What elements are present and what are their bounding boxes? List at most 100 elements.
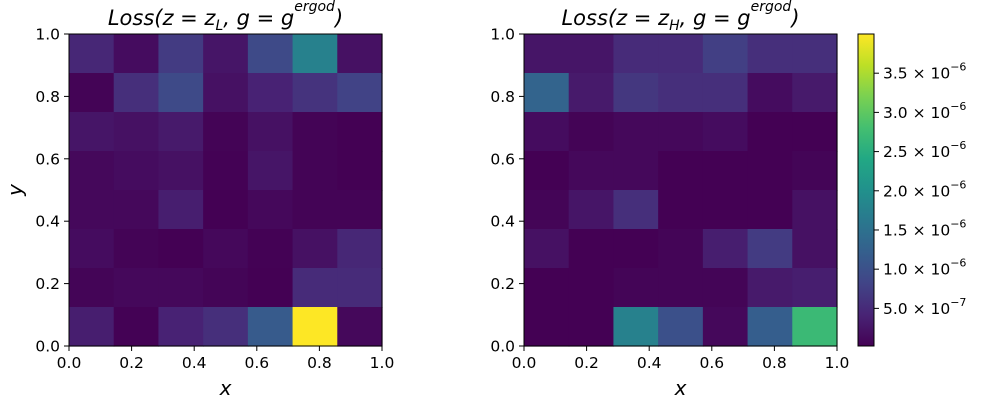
- right-xtick-label: 0.8: [762, 354, 787, 372]
- right-cell-r6-c0: [524, 268, 570, 308]
- right-cell-r2-c1: [568, 112, 615, 152]
- left-cell-r0-c5: [292, 34, 338, 74]
- right-cell-r0-c3: [658, 34, 704, 74]
- left-cell-r7-c2: [158, 307, 204, 347]
- right-cell-r0-c6: [792, 34, 838, 74]
- right-cell-r0-c2: [613, 34, 659, 74]
- right-cell-r6-c1: [568, 268, 615, 308]
- left-cell-r4-c6: [337, 190, 383, 230]
- right-cell-r3-c6: [792, 151, 838, 191]
- right-xtick-label: 0.2: [574, 354, 599, 372]
- right-cell-r3-c4: [702, 151, 749, 191]
- left-cell-r1-c6: [337, 73, 383, 113]
- left-cell-r7-c0: [69, 307, 115, 347]
- right-cell-r4-c2: [613, 190, 659, 230]
- left-cell-r3-c0: [69, 151, 115, 191]
- left-chart-title: Loss(z = zL, g = gergod): [108, 0, 343, 34]
- left-ytick-label: 0.6: [35, 150, 60, 168]
- left-cell-r2-c0: [69, 112, 115, 152]
- left-cell-r3-c1: [113, 151, 160, 191]
- left-ytick-label: 0.4: [35, 213, 60, 231]
- left-cell-r5-c4: [247, 229, 294, 269]
- left-cell-r1-c1: [113, 73, 160, 113]
- left-cell-r1-c3: [203, 73, 249, 113]
- left-cell-r2-c6: [337, 112, 383, 152]
- right-cell-r3-c0: [524, 151, 570, 191]
- right-cell-r4-c0: [524, 190, 570, 230]
- left-cell-r6-c2: [158, 268, 204, 308]
- right-cell-r5-c6: [792, 229, 838, 269]
- left-xtick-label: 0.0: [57, 354, 82, 372]
- right-cell-r6-c6: [792, 268, 838, 308]
- right-axes-frame: [523, 33, 838, 347]
- right-ytick-label: 0.2: [490, 275, 515, 293]
- left-cell-r5-c0: [69, 229, 115, 269]
- right-cell-r2-c2: [613, 112, 659, 152]
- right-cell-r6-c2: [613, 268, 659, 308]
- right-cell-r5-c2: [613, 229, 659, 269]
- right-cell-r2-c0: [524, 112, 570, 152]
- right-xtick-label: 0.6: [699, 354, 724, 372]
- right-ytick-label: 0.6: [490, 150, 515, 168]
- right-cell-r2-c4: [702, 112, 749, 152]
- right-cell-r0-c5: [747, 34, 793, 74]
- right-cell-r4-c6: [792, 190, 838, 230]
- right-cell-r5-c1: [568, 229, 615, 269]
- left-cell-r1-c4: [247, 73, 294, 113]
- left-cell-r1-c0: [69, 73, 115, 113]
- right-cell-r3-c5: [747, 151, 793, 191]
- left-cell-r2-c1: [113, 112, 160, 152]
- left-ytick-label: 1.0: [35, 26, 60, 44]
- right-cell-r5-c5: [747, 229, 793, 269]
- left-cell-r4-c5: [292, 190, 338, 230]
- right-cell-r5-c3: [658, 229, 704, 269]
- right-cell-r6-c3: [658, 268, 704, 308]
- left-cell-r6-c4: [247, 268, 294, 308]
- left-cell-r0-c6: [337, 34, 383, 74]
- left-ytick-label: 0.8: [35, 88, 60, 106]
- right-cell-r7-c4: [702, 307, 749, 347]
- right-cell-r0-c0: [524, 34, 570, 74]
- left-xtick-label: 0.6: [244, 354, 269, 372]
- right-cell-r3-c3: [658, 151, 704, 191]
- left-cell-r4-c2: [158, 190, 204, 230]
- right-cell-r7-c5: [747, 307, 793, 347]
- left-cell-r4-c4: [247, 190, 294, 230]
- colorbar-tick-label: 2.5 × 10−6: [883, 139, 966, 161]
- right-cell-r5-c4: [702, 229, 749, 269]
- colorbar-tick-label: 3.5 × 10−6: [883, 61, 966, 83]
- left-xtick-label: 0.2: [119, 354, 144, 372]
- left-cell-r6-c1: [113, 268, 160, 308]
- left-cell-r5-c3: [203, 229, 249, 269]
- left-cell-r6-c0: [69, 268, 115, 308]
- right-cell-r1-c1: [568, 73, 615, 113]
- left-cell-r7-c3: [203, 307, 249, 347]
- right-xtick-label: 0.4: [637, 354, 662, 372]
- left-cell-r3-c4: [247, 151, 294, 191]
- colorbar-tick-label: 3.0 × 10−6: [883, 100, 966, 122]
- right-xtick-label: 0.0: [512, 354, 537, 372]
- left-cell-r1-c5: [292, 73, 338, 113]
- left-cell-r5-c6: [337, 229, 383, 269]
- colorbar-gradient: [857, 33, 875, 347]
- left-ytick-label: 0.0: [35, 338, 60, 356]
- right-cell-r7-c6: [792, 307, 838, 347]
- left-cell-r3-c3: [203, 151, 249, 191]
- right-cell-r1-c6: [792, 73, 838, 113]
- left-ytick-label: 0.2: [35, 275, 60, 293]
- right-cell-r7-c0: [524, 307, 570, 347]
- right-cell-r3-c2: [613, 151, 659, 191]
- right-ytick-label: 0.0: [490, 338, 515, 356]
- left-heatmap: 0.0 0.2 0.4 0.6 0.8 1.0 0.0 0.2 0.4 0.6 0.8 1.0 Loss…: [3, 0, 394, 400]
- left-cell-r1-c2: [158, 73, 204, 113]
- right-cell-r1-c5: [747, 73, 793, 113]
- left-cell-r3-c5: [292, 151, 338, 191]
- right-cell-r1-c4: [702, 73, 749, 113]
- left-cell-r6-c6: [337, 268, 383, 308]
- right-cell-r3-c1: [568, 151, 615, 191]
- right-cell-r4-c1: [568, 190, 615, 230]
- left-cell-r7-c5: [292, 307, 338, 347]
- left-cell-r3-c2: [158, 151, 204, 191]
- left-cell-r5-c1: [113, 229, 160, 269]
- right-cell-r0-c4: [702, 34, 749, 74]
